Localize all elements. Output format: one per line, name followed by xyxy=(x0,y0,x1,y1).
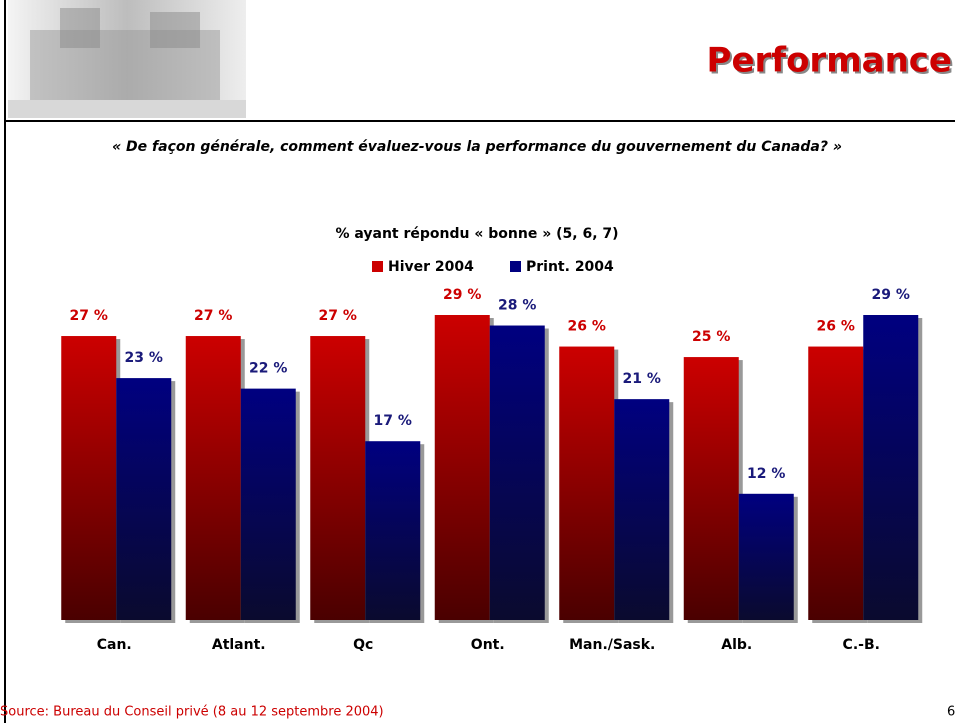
x-tick-label: Man./Sask. xyxy=(569,637,655,653)
data-label: 23 % xyxy=(125,350,163,366)
bar xyxy=(808,346,864,620)
legend-label: Print. 2004 xyxy=(526,259,614,275)
data-label: 21 % xyxy=(623,371,661,387)
data-label: 29 % xyxy=(443,287,481,303)
bar xyxy=(614,399,670,620)
x-tick-label: Ont. xyxy=(471,637,505,653)
bar xyxy=(489,325,545,620)
bar xyxy=(185,336,241,620)
data-label: 12 % xyxy=(747,466,785,482)
bar xyxy=(310,336,366,620)
bar xyxy=(61,336,117,620)
data-label: 29 % xyxy=(872,287,910,303)
data-label: 27 % xyxy=(319,308,357,324)
title: Performance xyxy=(707,41,952,81)
title-shadow: Performance xyxy=(709,43,954,83)
legend-label: Hiver 2004 xyxy=(388,259,474,275)
bar xyxy=(863,315,919,620)
data-label: 26 % xyxy=(568,319,606,335)
x-tick-label: Can. xyxy=(97,637,132,653)
data-label: 28 % xyxy=(498,298,536,314)
bar xyxy=(559,346,615,620)
page-number: 6 xyxy=(947,705,955,720)
bar xyxy=(116,378,172,620)
x-tick-label: Alb. xyxy=(721,637,752,653)
building-image xyxy=(8,0,246,118)
question: « De façon générale, comment évaluez-vou… xyxy=(112,139,842,155)
data-label: 27 % xyxy=(194,308,232,324)
bar xyxy=(365,441,421,620)
data-label: 22 % xyxy=(249,361,287,377)
chart-title: % ayant répondu « bonne » (5, 6, 7) xyxy=(335,226,618,242)
legend-swatch xyxy=(510,261,521,272)
bar xyxy=(240,388,296,620)
x-tick-label: Qc xyxy=(353,637,373,653)
data-label: 17 % xyxy=(374,413,412,429)
legend-swatch xyxy=(372,261,383,272)
x-tick-label: Atlant. xyxy=(212,637,266,653)
bar xyxy=(738,493,794,620)
data-label: 25 % xyxy=(692,329,730,345)
data-label: 27 % xyxy=(70,308,108,324)
source: Source: Bureau du Conseil privé (8 au 12… xyxy=(0,705,384,720)
bar xyxy=(683,357,739,620)
data-label: 26 % xyxy=(817,319,855,335)
bar xyxy=(434,315,490,620)
x-tick-label: C.-B. xyxy=(843,637,880,653)
